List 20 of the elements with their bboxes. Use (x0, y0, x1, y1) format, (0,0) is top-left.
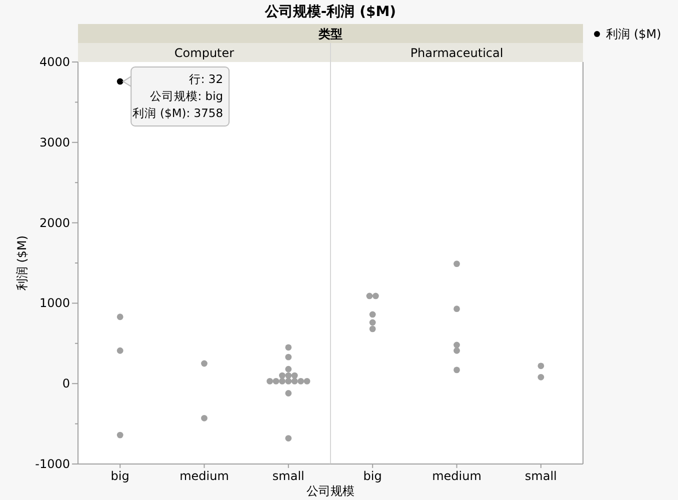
x-tick-label: medium (180, 469, 229, 483)
text: Pharmaceutical (410, 46, 504, 60)
y-tick-label: 2000 (39, 216, 70, 230)
y-tick-label: 4000 (39, 55, 70, 69)
y-tick-label: -1000 (35, 457, 70, 471)
x-tick-label: big (110, 469, 130, 483)
y-tick-label: 3000 (39, 135, 70, 150)
chart-subtitle: 类型 (318, 27, 342, 41)
chart-title: 公司规模-利润 ($M) (264, 3, 396, 20)
y-tick-label: 1000 (39, 296, 70, 310)
text: Computer (174, 46, 234, 60)
x-tick-label: big (363, 469, 382, 483)
legend-label: 利润 ($M) (606, 27, 662, 41)
x-axis-title: 公司规模 (306, 484, 354, 498)
x-tick-label: small (524, 469, 557, 483)
annotation: 行: 32 公司规模: big 利润 ($M): 3758 (132, 72, 224, 120)
x-tick-label: small (272, 469, 304, 483)
x-tick-label: medium (432, 469, 482, 483)
y-tick-label: 0 (62, 376, 70, 391)
y-axis-title: 利润 ($M) (15, 235, 29, 291)
